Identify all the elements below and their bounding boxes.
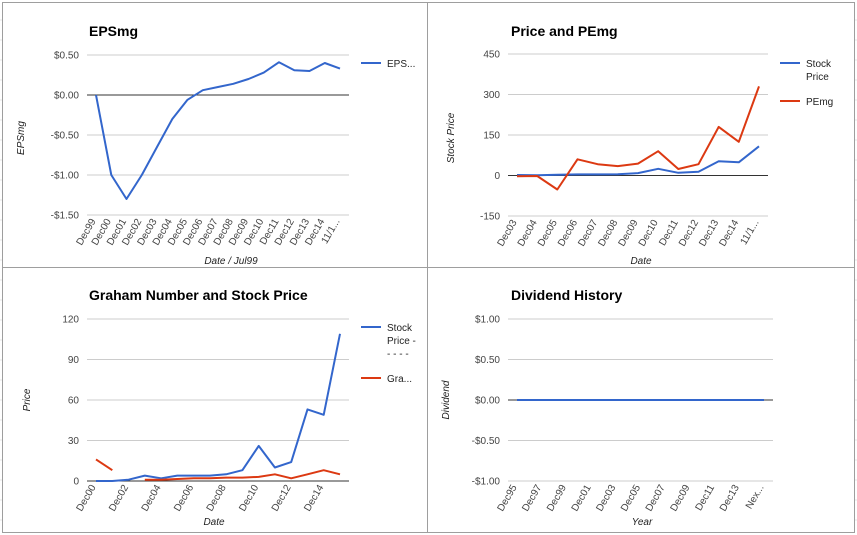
- graham-title: Graham Number and Stock Price: [89, 287, 308, 303]
- dividend-x-tick-label: Dec05: [619, 483, 643, 514]
- graham-x-tick-label: Dec14: [302, 483, 326, 514]
- price-pemg-y-tick-label: 0: [494, 171, 500, 182]
- dividend-title: Dividend History: [511, 287, 622, 303]
- graham-y-axis-title: Price: [22, 388, 33, 411]
- dividend-y-tick-label: -$0.50: [472, 436, 501, 447]
- epsmg-title: EPSmg: [89, 23, 138, 39]
- price-pemg-legend-label-0: Stock: [806, 59, 832, 70]
- dividend-y-tick-label: $1.00: [475, 315, 500, 326]
- price-pemg-title: Price and PEmg: [511, 23, 618, 39]
- graham-series-line-1: [95, 458, 113, 472]
- price-pemg-legend-label-0: Price: [806, 72, 829, 83]
- price-pemg-y-tick-label: 450: [483, 50, 500, 61]
- graham-x-tick-label: Dec10: [237, 483, 261, 514]
- dividend-history-chart: Dividend History $1.00 $0.50 $0.00 -$0.50 -$1…: [441, 287, 773, 528]
- price-pemg-y-tick-label: -150: [480, 212, 500, 223]
- dividend-y-tick-label: $0.00: [475, 396, 500, 407]
- graham-x-axis-title: Date: [203, 517, 225, 528]
- graham-y-tick-label: 0: [73, 477, 79, 488]
- price-pemg-legend-label-1: PEmg: [806, 97, 833, 108]
- price-pemg-y-tick-label: 150: [483, 131, 500, 142]
- graham-x-tick-label: Dec02: [107, 483, 131, 514]
- price-pemg-y-tick-label: 300: [483, 90, 500, 101]
- epsmg-y-tick-label: $0.50: [54, 51, 79, 62]
- dividend-x-tick-label: Dec99: [545, 483, 569, 514]
- chart-panel-graham-number: Graham Number and Stock Price 120 90 60 30 0 D…: [2, 267, 428, 533]
- graham-series-line-1: [144, 469, 341, 481]
- dividend-x-tick-label: Dec07: [644, 483, 668, 514]
- dividend-x-tick-label: Nex...: [744, 483, 767, 511]
- price-pemg-x-axis-title: Date: [630, 256, 652, 267]
- graham-y-tick-label: 60: [68, 396, 80, 407]
- dividend-x-tick-label: Dec01: [570, 483, 594, 514]
- graham-x-tick-label: Dec04: [140, 483, 164, 514]
- graham-number-chart: Graham Number and Stock Price 120 90 60 30 0 D…: [22, 287, 416, 528]
- chart-panel-epsmg: EPSmg $0.50 $0.00 -$0.50 -$1.00 -$1.50 Dec99 De…: [2, 2, 428, 268]
- graham-y-tick-label: 90: [68, 355, 80, 366]
- price-pemg-chart: Price and PEmg4503001500-150Dec03Dec04De…: [446, 23, 833, 267]
- dividend-y-tick-label: $0.50: [475, 355, 500, 366]
- price-pemg-x-tick-label: 11/1...: [739, 218, 762, 247]
- graham-x-tick-label: Dec08: [205, 483, 229, 514]
- graham-y-tick-label: 30: [68, 436, 80, 447]
- dividend-x-tick-label: Dec09: [669, 483, 693, 514]
- graham-legend-label-0: Stock: [387, 323, 413, 334]
- dividend-x-tick-label: Dec97: [520, 483, 544, 514]
- graham-legend-label-0: - - - -: [387, 349, 409, 360]
- graham-x-tick-label: Dec06: [172, 483, 196, 514]
- dividend-x-axis-title: Year: [632, 517, 653, 528]
- epsmg-series-line-0: [95, 61, 341, 200]
- price-pemg-series-line-0: [516, 145, 760, 177]
- price-pemg-series-line-1: [516, 86, 760, 191]
- dividend-x-tick-label: Dec03: [594, 483, 618, 514]
- epsmg-x-axis-title: Date / Jul99: [204, 256, 258, 267]
- epsmg-y-tick-label: -$1.00: [51, 171, 80, 182]
- epsmg-y-tick-label: -$0.50: [51, 131, 80, 142]
- graham-legend-label-0: Price -: [387, 336, 416, 347]
- dividend-x-tick-label: Dec11: [694, 483, 718, 513]
- epsmg-y-tick-label: -$1.50: [51, 211, 80, 222]
- graham-x-tick-label: Dec12: [270, 483, 294, 514]
- epsmg-y-axis-title: EPSmg: [16, 121, 27, 155]
- price-pemg-y-axis-title: Stock Price: [446, 112, 457, 163]
- epsmg-y-tick-label: $0.00: [54, 91, 79, 102]
- dividend-x-tick-label: Dec13: [718, 483, 742, 514]
- graham-y-tick-label: 120: [62, 315, 79, 326]
- graham-series-line-0: [96, 333, 341, 482]
- chart-panel-price-pemg: Price and PEmg 450 300 150 0 -150 Dec03 Dec04 De…: [427, 2, 855, 268]
- graham-legend-label-1: Gra...: [387, 374, 412, 385]
- dividend-y-axis-title: Dividend: [441, 380, 452, 419]
- price-pemg-x-tick-label: Dec14: [717, 218, 741, 249]
- price-pemg-x-tick-label: Dec10: [637, 218, 661, 249]
- epsmg-legend-label-0: EPS...: [387, 59, 415, 70]
- epsmg-chart: EPSmg$0.50$0.00-$0.50-$1.00-$1.50Dec99De…: [16, 23, 415, 267]
- dividend-y-tick-label: -$1.00: [472, 477, 501, 488]
- chart-panel-dividend-history: Dividend History $1.00 $0.50 $0.00 -$0.50 -$1…: [427, 267, 855, 533]
